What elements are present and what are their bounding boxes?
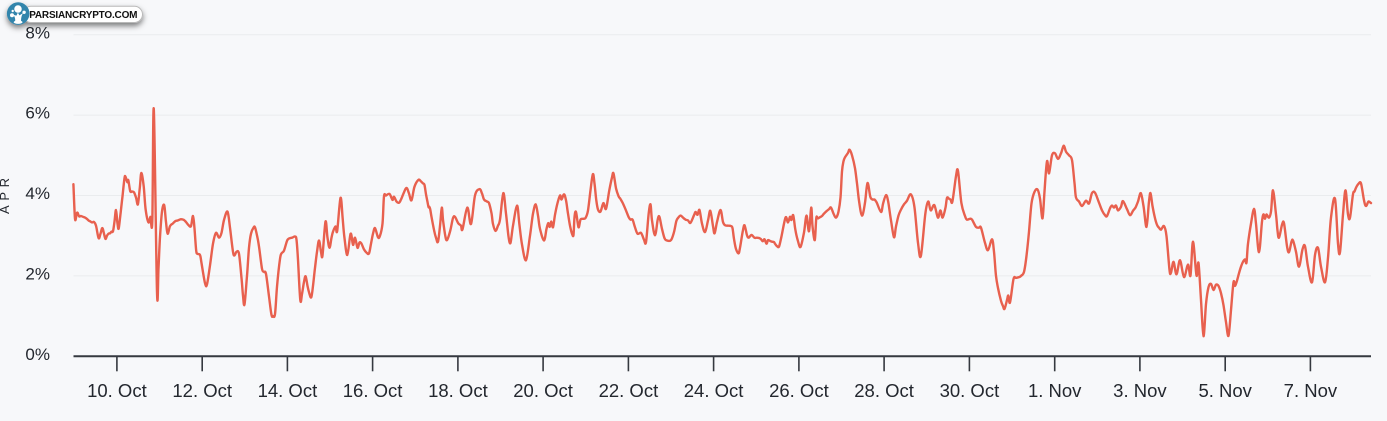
svg-text:18. Oct: 18. Oct	[428, 380, 488, 401]
svg-text:PARSIANCRYPTO.COM: PARSIANCRYPTO.COM	[29, 10, 137, 21]
svg-text:12. Oct: 12. Oct	[172, 380, 232, 401]
svg-text:22. Oct: 22. Oct	[599, 380, 659, 401]
svg-text:26. Oct: 26. Oct	[769, 380, 829, 401]
svg-text:28. Oct: 28. Oct	[854, 380, 914, 401]
svg-text:8%: 8%	[25, 23, 50, 42]
svg-text:6%: 6%	[25, 104, 50, 123]
svg-text:14. Oct: 14. Oct	[258, 380, 318, 401]
svg-text:APR: APR	[0, 173, 12, 214]
svg-text:1. Nov: 1. Nov	[1028, 380, 1082, 401]
svg-text:24. Oct: 24. Oct	[684, 380, 744, 401]
svg-text:10. Oct: 10. Oct	[87, 380, 147, 401]
svg-text:5. Nov: 5. Nov	[1198, 380, 1252, 401]
svg-text:3. Nov: 3. Nov	[1113, 380, 1167, 401]
svg-text:16. Oct: 16. Oct	[343, 380, 403, 401]
svg-text:30. Oct: 30. Oct	[940, 380, 1000, 401]
svg-text:7. Nov: 7. Nov	[1284, 380, 1338, 401]
svg-text:2%: 2%	[25, 265, 50, 284]
svg-text:4%: 4%	[25, 184, 50, 203]
svg-text:20. Oct: 20. Oct	[513, 380, 573, 401]
svg-text:0%: 0%	[25, 345, 50, 364]
